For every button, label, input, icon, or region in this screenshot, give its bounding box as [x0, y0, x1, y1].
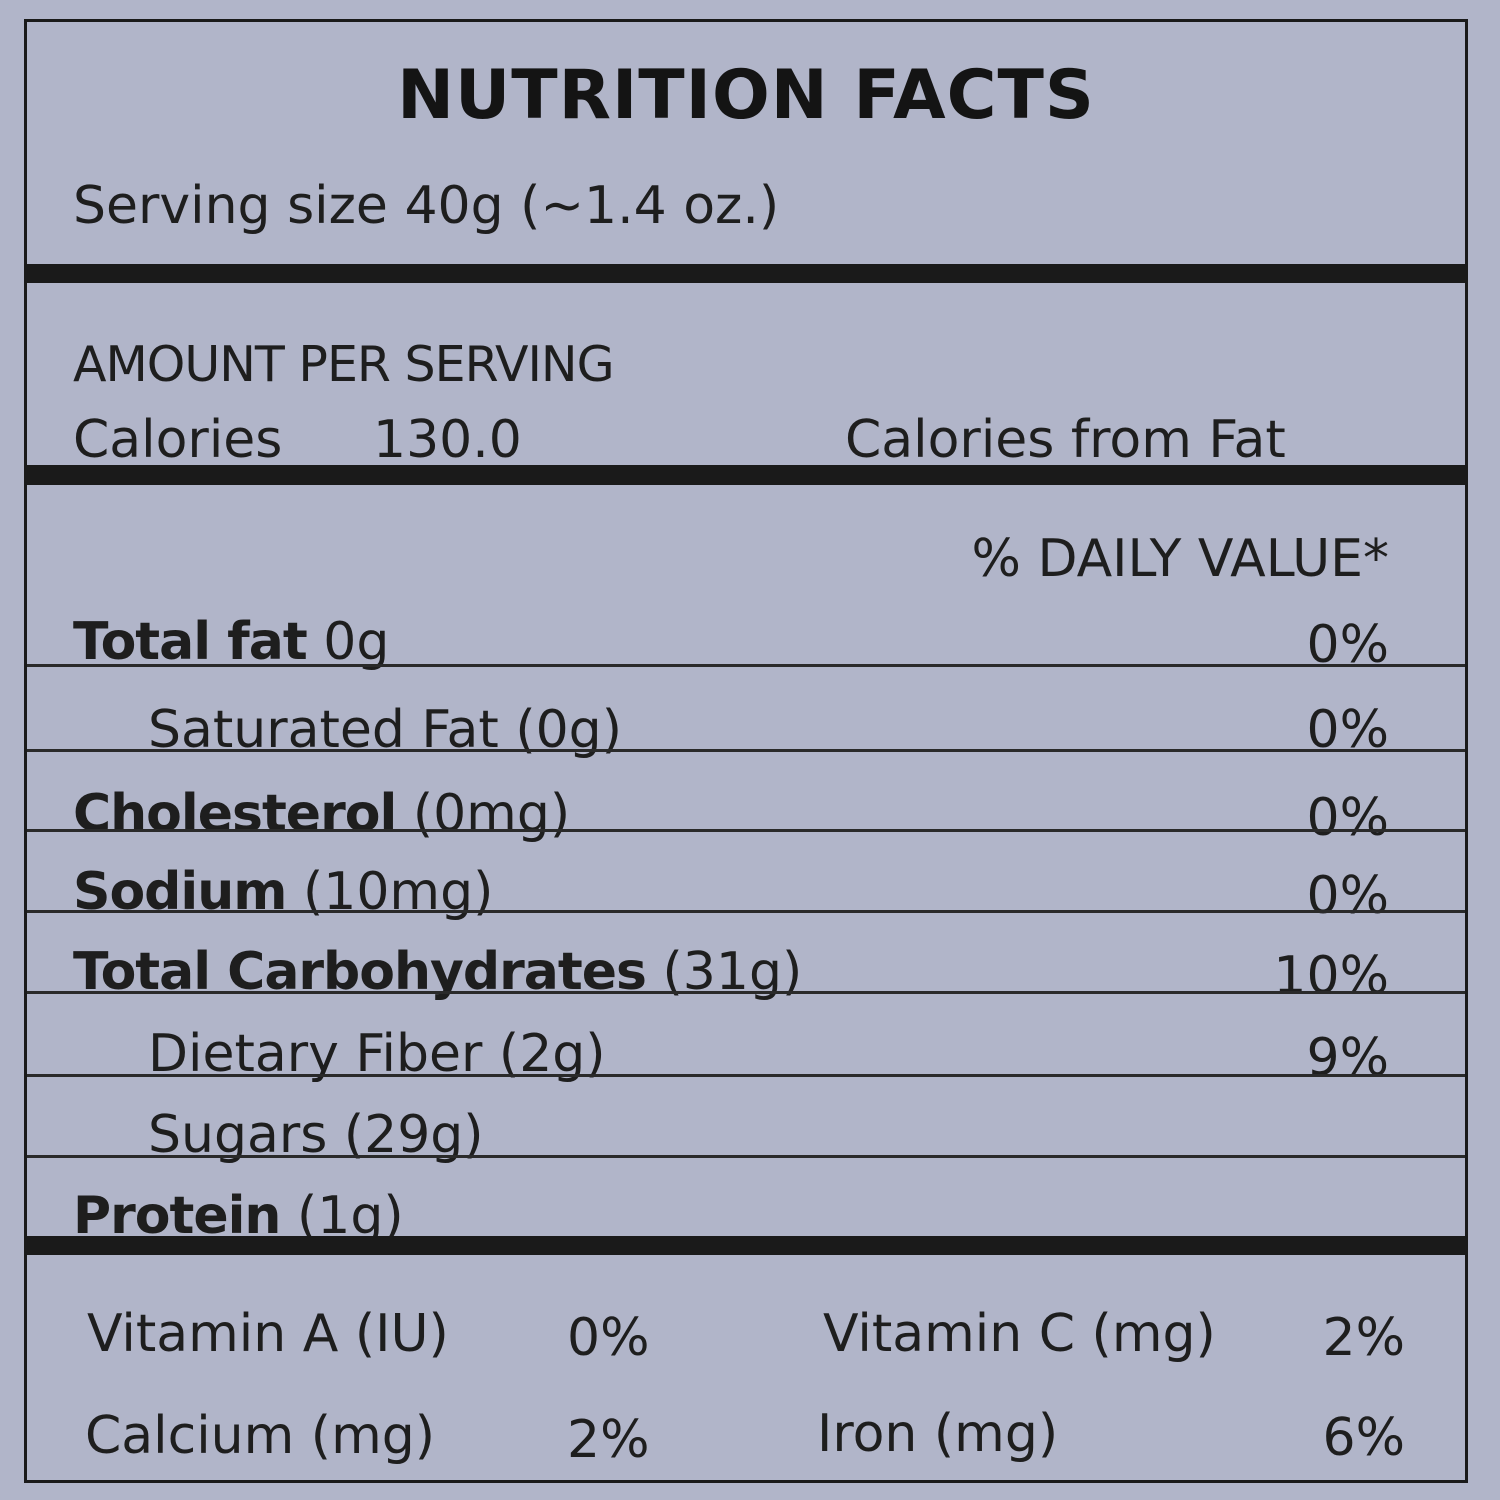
nutrient-name: Total fat: [73, 612, 308, 672]
nutrient-amount: (0g): [515, 700, 622, 760]
nutrient-row-protein: Protein (1g): [73, 1190, 404, 1242]
iron-label: Iron (mg): [817, 1404, 1059, 1464]
nutrient-dv: 0%: [1306, 866, 1390, 926]
nutrient-row-dietary-fiber: Dietary Fiber (2g): [148, 1028, 606, 1080]
nutrient-amount: (2g): [498, 1024, 606, 1084]
nutrient-row-total-carbohydrates: Total Carbohydrates (31g): [73, 946, 802, 998]
thick-divider: [27, 1236, 1465, 1255]
nutrient-row-total-fat: Total fat 0g: [73, 616, 389, 668]
row-divider: [27, 664, 1465, 667]
row-divider: [27, 910, 1465, 913]
nutrition-facts-panel: NUTRITION FACTS Serving size 40g (~1.4 o…: [24, 19, 1468, 1483]
thick-divider: [27, 264, 1465, 283]
calories-value: 130.0: [373, 410, 522, 470]
nutrient-row-saturated-fat: Saturated Fat (0g): [148, 704, 622, 756]
daily-value-header: % DAILY VALUE*: [971, 529, 1389, 589]
nutrient-name: Dietary Fiber: [148, 1024, 483, 1084]
nutrient-name: Total Carbohydrates: [73, 942, 647, 1002]
nutrient-amount: (0mg): [412, 784, 571, 844]
nutrient-name: Cholesterol: [73, 784, 397, 844]
nutrient-amount: 0g: [323, 612, 390, 672]
nutrient-name: Sugars: [148, 1105, 328, 1165]
nutrient-dv: 10%: [1273, 946, 1389, 1006]
nutrient-name: Saturated Fat: [148, 700, 499, 760]
nutrient-name: Sodium: [73, 862, 287, 922]
vitamin-a-label: Vitamin A (IU): [87, 1304, 449, 1364]
row-divider: [27, 749, 1465, 752]
nutrient-dv: 0%: [1306, 615, 1390, 675]
iron-dv: 6%: [1322, 1408, 1406, 1468]
calories-from-fat-label: Calories from Fat: [845, 410, 1286, 470]
vitamin-c-dv: 2%: [1322, 1308, 1406, 1368]
amount-per-serving-heading: AMOUNT PER SERVING: [73, 336, 615, 393]
nutrient-name: Protein: [73, 1186, 281, 1246]
vitamin-a-dv: 0%: [567, 1308, 650, 1368]
calories-label: Calories: [73, 410, 283, 470]
calcium-label: Calcium (mg): [85, 1406, 436, 1466]
nutrient-amount: (10mg): [302, 862, 494, 922]
nutrient-dv: 0%: [1306, 700, 1390, 760]
nutrient-row-sodium: Sodium (10mg): [73, 866, 493, 918]
nutrient-dv: 0%: [1306, 788, 1390, 848]
thick-divider: [27, 465, 1465, 485]
nutrient-row-sugars: Sugars (29g): [148, 1109, 484, 1161]
row-divider: [27, 991, 1465, 994]
serving-size: Serving size 40g (~1.4 oz.): [73, 176, 780, 236]
row-divider: [27, 1155, 1465, 1158]
nutrient-amount: (29g): [343, 1105, 484, 1165]
nutrient-row-cholesterol: Cholesterol (0mg): [73, 788, 570, 840]
panel-title: NUTRITION FACTS: [397, 56, 1095, 135]
row-divider: [27, 1074, 1465, 1077]
vitamin-c-label: Vitamin C (mg): [823, 1304, 1216, 1364]
row-divider: [27, 829, 1465, 832]
nutrient-amount: (1g): [296, 1186, 404, 1246]
calcium-dv: 2%: [567, 1410, 650, 1470]
nutrient-amount: (31g): [662, 942, 803, 1002]
